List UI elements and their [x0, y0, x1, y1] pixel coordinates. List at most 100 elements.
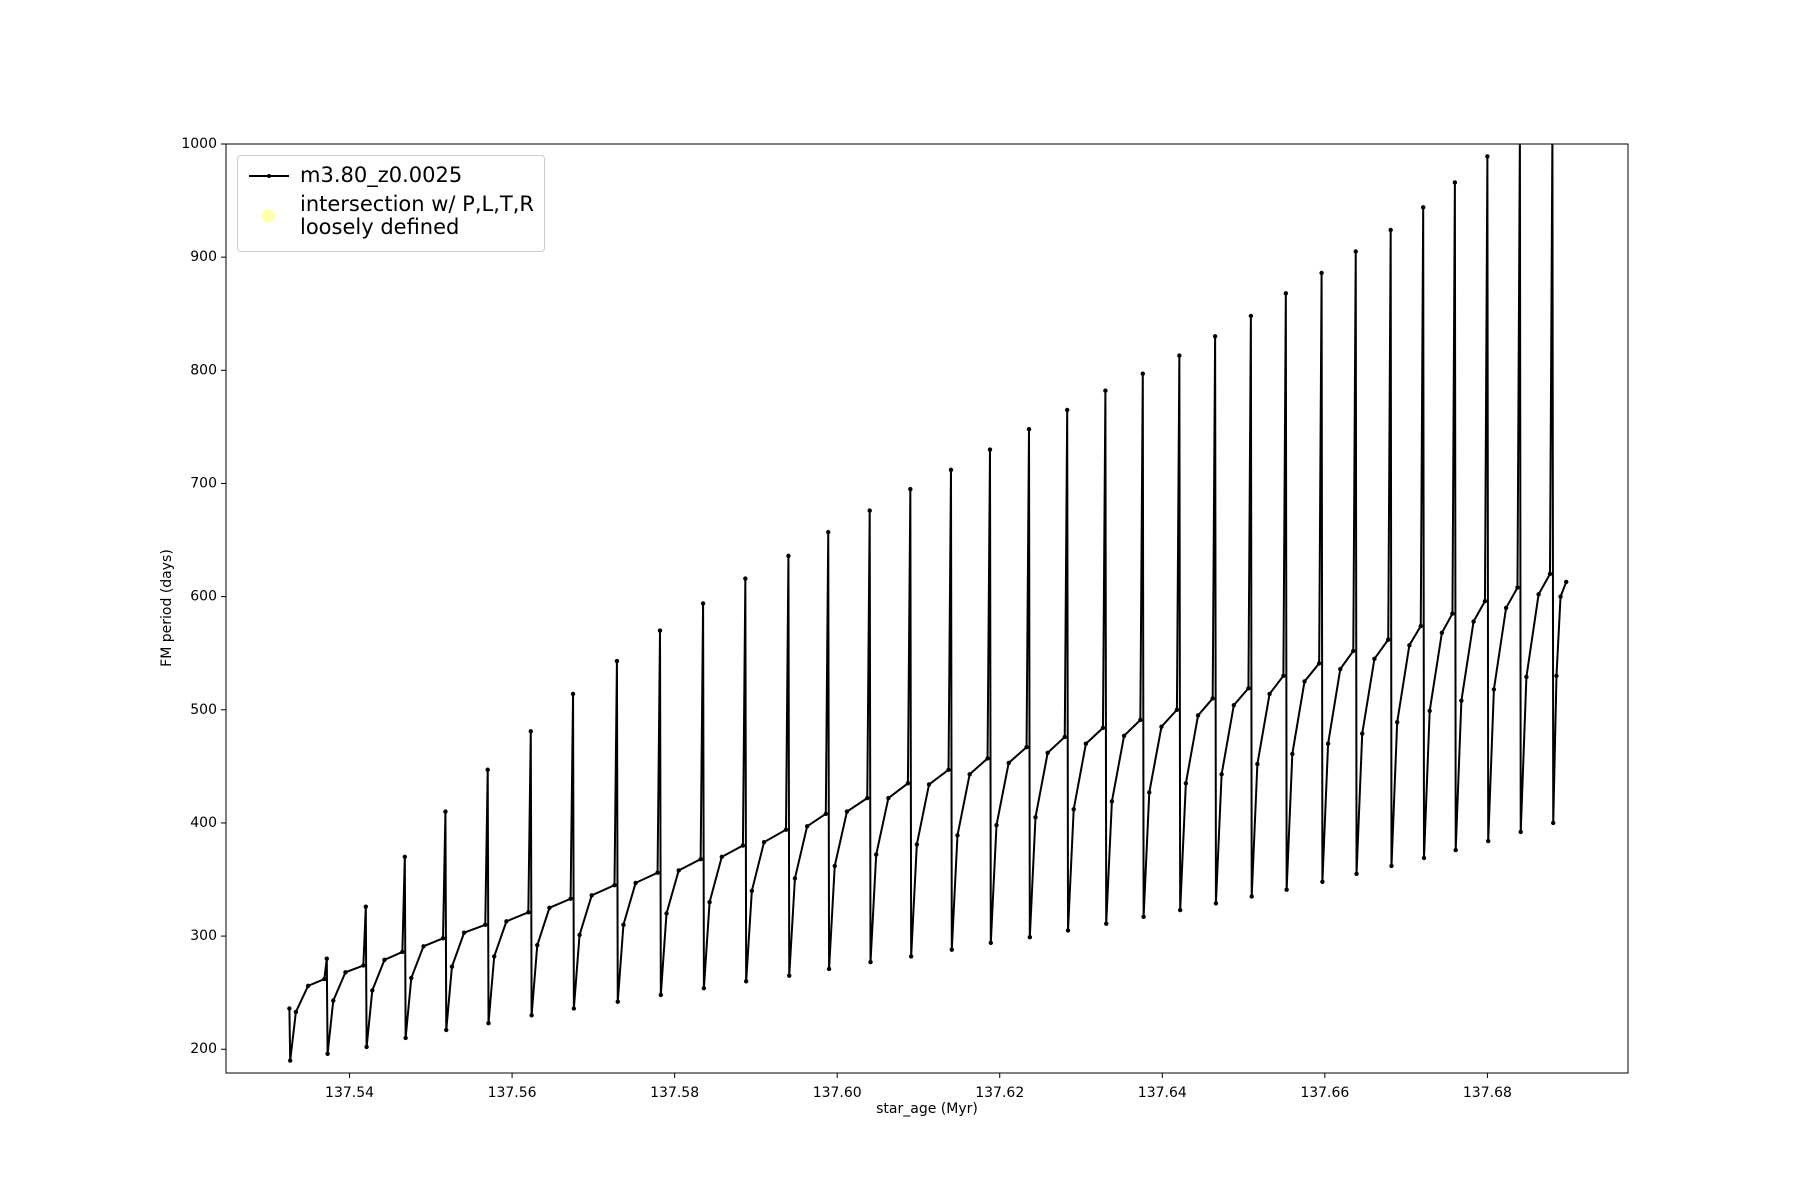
point-marker — [526, 910, 531, 915]
point-marker — [676, 868, 681, 873]
point-marker — [1138, 717, 1143, 723]
point-marker — [535, 942, 540, 948]
point-marker — [443, 809, 448, 814]
x-tick-label: 137.60 — [813, 1085, 862, 1101]
point-marker — [1141, 914, 1146, 920]
legend-label: m3.80_z0.0025 — [300, 163, 463, 187]
point-marker — [1471, 619, 1476, 624]
point-marker — [529, 1013, 534, 1018]
point-marker — [1536, 592, 1541, 597]
axes-frame — [225, 143, 1629, 1074]
point-marker — [1281, 673, 1286, 679]
point-marker — [886, 795, 891, 801]
point-marker — [874, 852, 879, 857]
point-marker — [402, 854, 408, 860]
point-marker — [783, 827, 789, 832]
point-marker — [955, 833, 960, 838]
point-marker — [589, 893, 594, 898]
point-marker — [1515, 585, 1520, 590]
point-marker — [1518, 829, 1523, 835]
point-marker — [449, 964, 455, 969]
point-marker — [1071, 807, 1076, 812]
point-marker — [1177, 353, 1182, 358]
y-axis-label: FM period (days) — [159, 549, 175, 667]
point-marker — [1174, 707, 1180, 712]
point-marker — [1246, 686, 1251, 691]
point-marker — [1558, 594, 1563, 599]
point-marker — [1083, 741, 1089, 746]
x-tick-label: 137.66 — [1300, 1085, 1349, 1101]
point-marker — [700, 601, 706, 606]
point-marker — [740, 843, 746, 848]
point-marker — [1183, 781, 1189, 786]
point-marker — [743, 979, 749, 984]
point-marker — [949, 947, 954, 952]
point-marker — [621, 922, 626, 927]
x-tick-label: 137.54 — [325, 1085, 374, 1101]
point-marker — [1325, 741, 1331, 746]
point-marker — [1210, 696, 1215, 701]
legend-entry: m3.80_z0.0025 — [238, 164, 544, 187]
point-marker — [1104, 921, 1109, 926]
point-marker — [908, 486, 913, 492]
point-marker — [1284, 887, 1289, 892]
point-marker — [1547, 571, 1553, 577]
point-marker — [322, 976, 327, 982]
point-marker — [826, 966, 832, 972]
point-marker — [865, 795, 870, 801]
point-marker — [985, 756, 990, 761]
point-marker — [1420, 205, 1426, 210]
plot-area — [287, 144, 1569, 1063]
point-marker — [1524, 674, 1529, 680]
y-tick-label: 500 — [190, 702, 217, 718]
point-marker — [1219, 772, 1224, 777]
point-marker — [343, 970, 348, 975]
x-tick-label: 137.68 — [1463, 1085, 1512, 1101]
point-marker — [657, 628, 663, 633]
point-marker — [1267, 691, 1272, 697]
point-marker — [658, 992, 664, 998]
point-marker — [1033, 815, 1038, 820]
point-marker — [287, 1006, 292, 1011]
point-marker — [1388, 227, 1393, 233]
point-marker — [743, 576, 748, 581]
legend-key — [249, 173, 289, 178]
point-marker — [288, 1058, 293, 1063]
point-marker — [305, 983, 311, 989]
point-marker — [946, 767, 951, 772]
point-marker — [1213, 901, 1219, 906]
point-marker — [633, 880, 638, 886]
point-marker — [786, 553, 791, 559]
point-marker — [698, 856, 703, 862]
point-marker — [331, 998, 336, 1003]
point-marker — [1103, 388, 1108, 393]
point-marker — [1212, 334, 1218, 339]
point-marker — [1360, 731, 1365, 736]
point-marker — [1372, 656, 1377, 662]
y-tick-label: 800 — [190, 362, 217, 378]
point-marker — [1427, 708, 1432, 714]
point-marker — [547, 905, 552, 910]
point-marker — [1065, 928, 1071, 933]
x-axis-label: star_age (Myr) — [876, 1101, 978, 1117]
point-marker — [823, 811, 829, 817]
point-marker — [483, 922, 488, 927]
point-marker — [461, 930, 467, 935]
point-marker — [1231, 703, 1237, 708]
point-marker — [994, 822, 999, 828]
point-marker — [761, 839, 767, 845]
point-marker — [905, 781, 911, 786]
point-marker — [948, 467, 954, 473]
point-marker — [1418, 623, 1423, 629]
y-tick-label: 600 — [190, 589, 217, 605]
legend-label: intersection w/ P,L,T,R loosely defined — [300, 192, 534, 239]
point-marker — [908, 954, 914, 959]
point-marker — [804, 824, 810, 829]
point-marker — [664, 911, 669, 916]
point-marker — [1503, 605, 1509, 611]
point-marker — [1407, 643, 1412, 648]
point-marker — [403, 1035, 408, 1041]
point-marker — [1439, 630, 1445, 636]
point-marker — [868, 959, 873, 965]
point-marker — [1450, 611, 1455, 616]
